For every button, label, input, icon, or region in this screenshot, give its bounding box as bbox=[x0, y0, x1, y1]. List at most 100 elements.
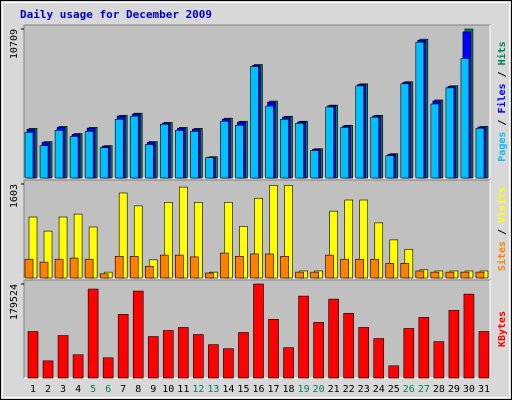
x-tick-label: 22 bbox=[343, 384, 355, 395]
bar bbox=[355, 85, 365, 179]
bar bbox=[220, 120, 229, 179]
legend-separator: / bbox=[497, 65, 508, 83]
bar bbox=[178, 327, 189, 379]
bar bbox=[250, 253, 259, 279]
bar bbox=[129, 256, 139, 279]
legend-entry: Visits bbox=[496, 187, 508, 223]
bar bbox=[69, 257, 79, 279]
bar bbox=[325, 106, 334, 179]
x-tick-label: 14 bbox=[222, 384, 234, 395]
x-tick-label: 28 bbox=[433, 384, 445, 395]
x-tick-label: 3 bbox=[60, 384, 66, 395]
x-tick-label: 21 bbox=[328, 384, 340, 395]
legend-entry: Pages bbox=[497, 132, 508, 162]
x-tick-label: 26 bbox=[403, 384, 415, 395]
x-tick-label: 20 bbox=[313, 384, 325, 395]
x-tick-label: 27 bbox=[418, 384, 430, 395]
bar bbox=[463, 293, 475, 379]
bar bbox=[418, 317, 430, 379]
x-tick-label: 18 bbox=[283, 384, 295, 395]
x-tick-label: 2 bbox=[45, 384, 51, 395]
bar bbox=[475, 128, 485, 179]
bar bbox=[114, 256, 124, 279]
bar bbox=[310, 271, 319, 279]
y-tick-label: 10709 bbox=[9, 29, 20, 59]
bar bbox=[235, 256, 244, 279]
bar bbox=[370, 258, 380, 279]
x-tick-label: 29 bbox=[448, 384, 460, 395]
bar bbox=[24, 132, 34, 179]
bar bbox=[54, 130, 64, 179]
bar bbox=[84, 258, 94, 279]
bar bbox=[24, 258, 34, 279]
bar bbox=[295, 123, 304, 179]
x-tick-label: 25 bbox=[388, 384, 400, 395]
x-tick-label: 6 bbox=[105, 384, 111, 395]
bar bbox=[415, 270, 425, 279]
legend: Pages / Files / Hits bbox=[496, 41, 508, 161]
bar bbox=[370, 116, 380, 179]
bar bbox=[388, 365, 400, 379]
bar bbox=[102, 357, 114, 379]
bar bbox=[475, 271, 485, 279]
bar bbox=[114, 118, 124, 179]
x-tick-label: 11 bbox=[177, 384, 189, 395]
bar bbox=[175, 130, 184, 179]
bar bbox=[87, 288, 99, 379]
bar bbox=[205, 272, 214, 279]
bar bbox=[460, 58, 470, 179]
legend: Sites / Visits bbox=[496, 187, 508, 271]
bar bbox=[313, 322, 324, 379]
bar bbox=[72, 354, 84, 379]
x-tick-label: 17 bbox=[267, 384, 279, 395]
legend-separator: / bbox=[497, 114, 508, 132]
bar bbox=[147, 336, 159, 379]
bar bbox=[129, 115, 139, 179]
bar bbox=[253, 283, 264, 379]
x-tick-label: 4 bbox=[75, 384, 81, 395]
bar bbox=[298, 295, 309, 379]
bar bbox=[415, 41, 425, 179]
bar bbox=[190, 131, 199, 179]
bar bbox=[385, 155, 395, 179]
bar bbox=[358, 327, 370, 379]
bar bbox=[42, 360, 54, 379]
bar bbox=[448, 309, 460, 379]
bar bbox=[400, 263, 410, 279]
legend-entry: Sites bbox=[496, 241, 508, 271]
bar bbox=[460, 271, 470, 279]
bar bbox=[235, 124, 244, 179]
bar bbox=[220, 252, 229, 279]
bar bbox=[132, 290, 144, 379]
y-tick-label: 1603 bbox=[9, 184, 20, 208]
bar bbox=[280, 118, 289, 179]
bar bbox=[265, 105, 274, 179]
bar bbox=[268, 319, 279, 379]
bar bbox=[385, 263, 395, 279]
bar bbox=[99, 273, 109, 279]
bar bbox=[117, 314, 129, 379]
bar bbox=[144, 265, 154, 279]
x-tick-label: 9 bbox=[150, 384, 156, 395]
legend: KBytes bbox=[497, 311, 508, 347]
bar bbox=[310, 150, 319, 179]
bar bbox=[373, 338, 385, 379]
bar bbox=[340, 258, 349, 279]
bar bbox=[430, 271, 440, 279]
bar bbox=[283, 347, 294, 379]
x-tick-label: 24 bbox=[373, 384, 385, 395]
bar bbox=[39, 261, 49, 279]
x-tick-label: 16 bbox=[252, 384, 264, 395]
x-tick-label: 10 bbox=[162, 384, 174, 395]
x-tick-label: 7 bbox=[120, 384, 126, 395]
bar bbox=[39, 145, 49, 179]
x-tick-label: 1 bbox=[30, 384, 36, 395]
bar bbox=[193, 334, 204, 379]
bar bbox=[430, 103, 440, 179]
bar bbox=[325, 254, 334, 279]
x-tick-label: 30 bbox=[463, 384, 475, 395]
bar bbox=[69, 136, 79, 179]
bar bbox=[162, 330, 174, 379]
